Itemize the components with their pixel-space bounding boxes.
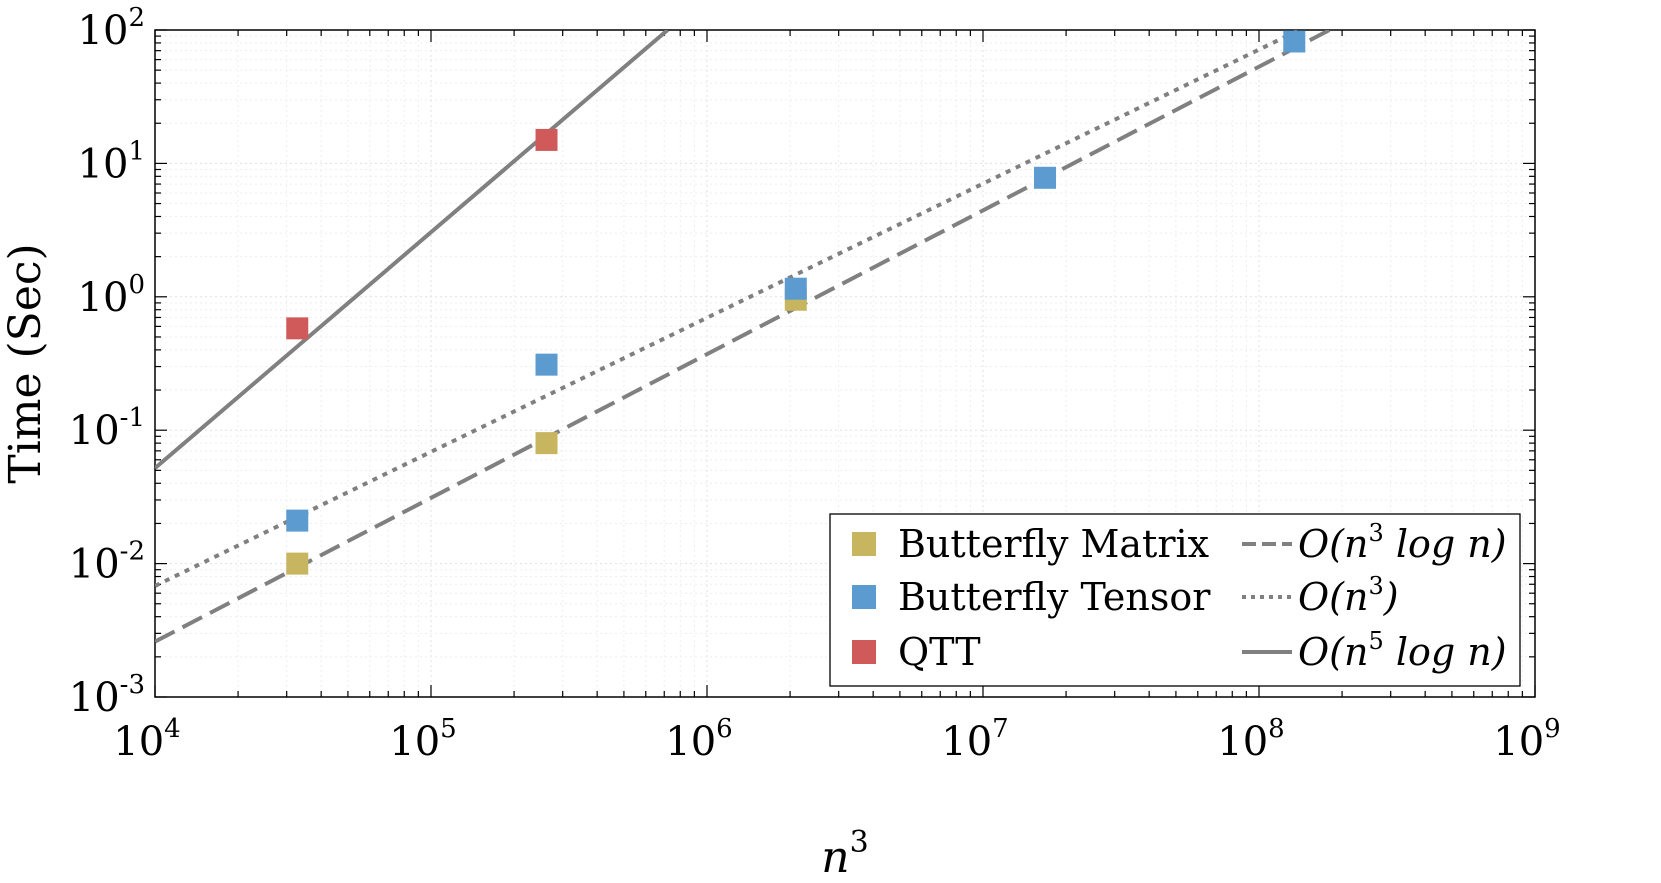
data-point-butterfly-tensor xyxy=(1283,30,1306,53)
reference-line-dashed xyxy=(155,30,1331,644)
legend-marker-qtt xyxy=(852,640,876,664)
data-points xyxy=(286,30,1306,575)
data-point-butterfly-tensor xyxy=(784,277,807,300)
plot-frame xyxy=(154,29,1536,698)
x-tick-label: 104 xyxy=(113,714,180,765)
legend-label-ref-dashed: O(n3 log n) xyxy=(1298,519,1507,566)
y-tick-label: 10-1 xyxy=(69,403,145,454)
data-point-qtt xyxy=(286,317,309,340)
reference-line-solid xyxy=(155,30,669,470)
legend-label-butterfly-tensor: Butterfly Tensor xyxy=(898,575,1211,619)
legend-label-ref-dotted: O(n3) xyxy=(1298,572,1399,619)
legend: Butterfly Matrix Butterfly Tensor QTT O(n3 … xyxy=(829,513,1521,687)
data-point-butterfly-tensor xyxy=(286,509,309,532)
y-tick-label: 10-3 xyxy=(69,670,145,721)
x-tick-label: 106 xyxy=(665,714,732,765)
x-tick-label: 109 xyxy=(1493,714,1560,765)
data-point-butterfly-tensor xyxy=(1034,166,1057,189)
reference-lines xyxy=(155,30,1331,644)
data-point-qtt xyxy=(535,128,558,151)
legend-box xyxy=(829,513,1521,687)
y-axis-label: Time (Sec) xyxy=(0,243,51,483)
data-point-butterfly-tensor xyxy=(535,353,558,376)
x-tick-label: 108 xyxy=(1217,714,1284,765)
reference-line-dotted xyxy=(155,30,1301,588)
axes xyxy=(154,29,1536,698)
x-tick-label: 107 xyxy=(941,714,1008,765)
legend-label-qtt: QTT xyxy=(898,630,981,674)
x-axis-label: n3 xyxy=(821,825,868,883)
legend-label-butterfly-matrix: Butterfly Matrix xyxy=(898,522,1209,566)
y-tick-label: 102 xyxy=(78,3,145,54)
tick-labels: 104 105 106 107 108 109 10-3 10-2 10-1 100 101 102 n… xyxy=(0,3,1561,883)
y-tick-label: 10-2 xyxy=(69,537,145,588)
y-tick-label: 101 xyxy=(78,136,145,187)
y-tick-label: 100 xyxy=(78,270,145,321)
data-point-butterfly-matrix xyxy=(286,552,309,575)
legend-marker-butterfly-matrix xyxy=(852,532,876,556)
x-tick-label: 105 xyxy=(389,714,456,765)
data-point-butterfly-matrix xyxy=(535,432,558,455)
legend-marker-butterfly-tensor xyxy=(852,585,876,609)
reference-lines-clipped xyxy=(155,30,1331,644)
legend-label-ref-solid: O(n5 log n) xyxy=(1298,627,1507,674)
